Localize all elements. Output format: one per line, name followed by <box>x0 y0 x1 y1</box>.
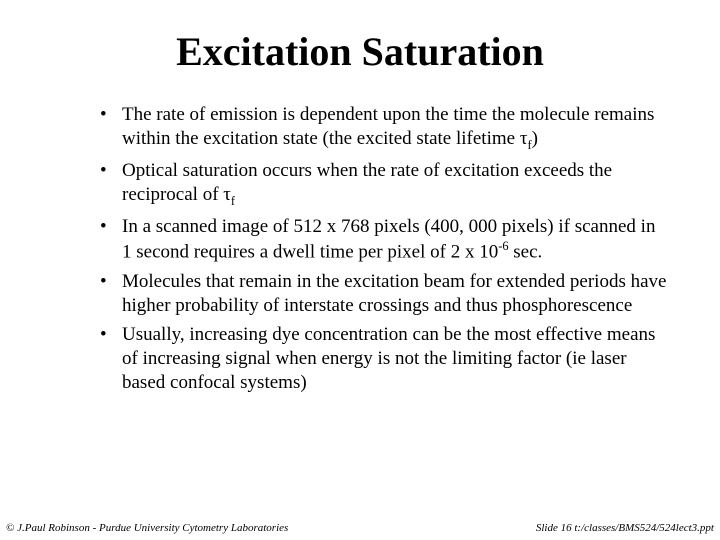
keyword: time <box>453 104 487 125</box>
list-item: Usually, increasing dye concentration ca… <box>100 323 676 394</box>
tau-subscript: f <box>231 194 235 208</box>
bullet-text: is dependent upon the <box>278 104 454 125</box>
exponent: -6 <box>498 239 508 253</box>
list-item: The rate of emission is dependent upon t… <box>100 103 676 153</box>
bullet-text: per pixel of 2 x 10 <box>354 241 499 262</box>
bullet-text: Optical saturation occurs when the rate … <box>122 160 612 205</box>
keyword: dwell time <box>273 241 354 262</box>
keyword: increasing dye concentration <box>189 324 407 345</box>
tau-symbol: τ <box>223 184 231 205</box>
slide-title: Excitation Saturation <box>44 28 676 75</box>
bullet-text: and thus phosphorescence <box>429 295 632 316</box>
bullet-text: The rate of <box>122 104 210 125</box>
keyword: emission <box>210 104 278 125</box>
list-item: In a scanned image of 512 x 768 pixels (… <box>100 215 676 264</box>
footer-right: Slide 16 t:/classes/BMS524/524lect3.ppt <box>536 522 714 534</box>
bullet-list: The rate of emission is dependent upon t… <box>44 103 676 395</box>
bullet-text: ) <box>532 128 538 149</box>
list-item: Molecules that remain in the excitation … <box>100 270 676 318</box>
bullet-text: Usually, <box>122 324 189 345</box>
footer: © J.Paul Robinson - Purdue University Cy… <box>0 522 720 534</box>
footer-left: © J.Paul Robinson - Purdue University Cy… <box>6 522 288 534</box>
slide: Excitation Saturation The rate of emissi… <box>0 0 720 540</box>
keyword: interstate crossings <box>284 295 429 316</box>
list-item: Optical saturation occurs when the rate … <box>100 159 676 209</box>
bullet-text: sec. <box>509 241 543 262</box>
